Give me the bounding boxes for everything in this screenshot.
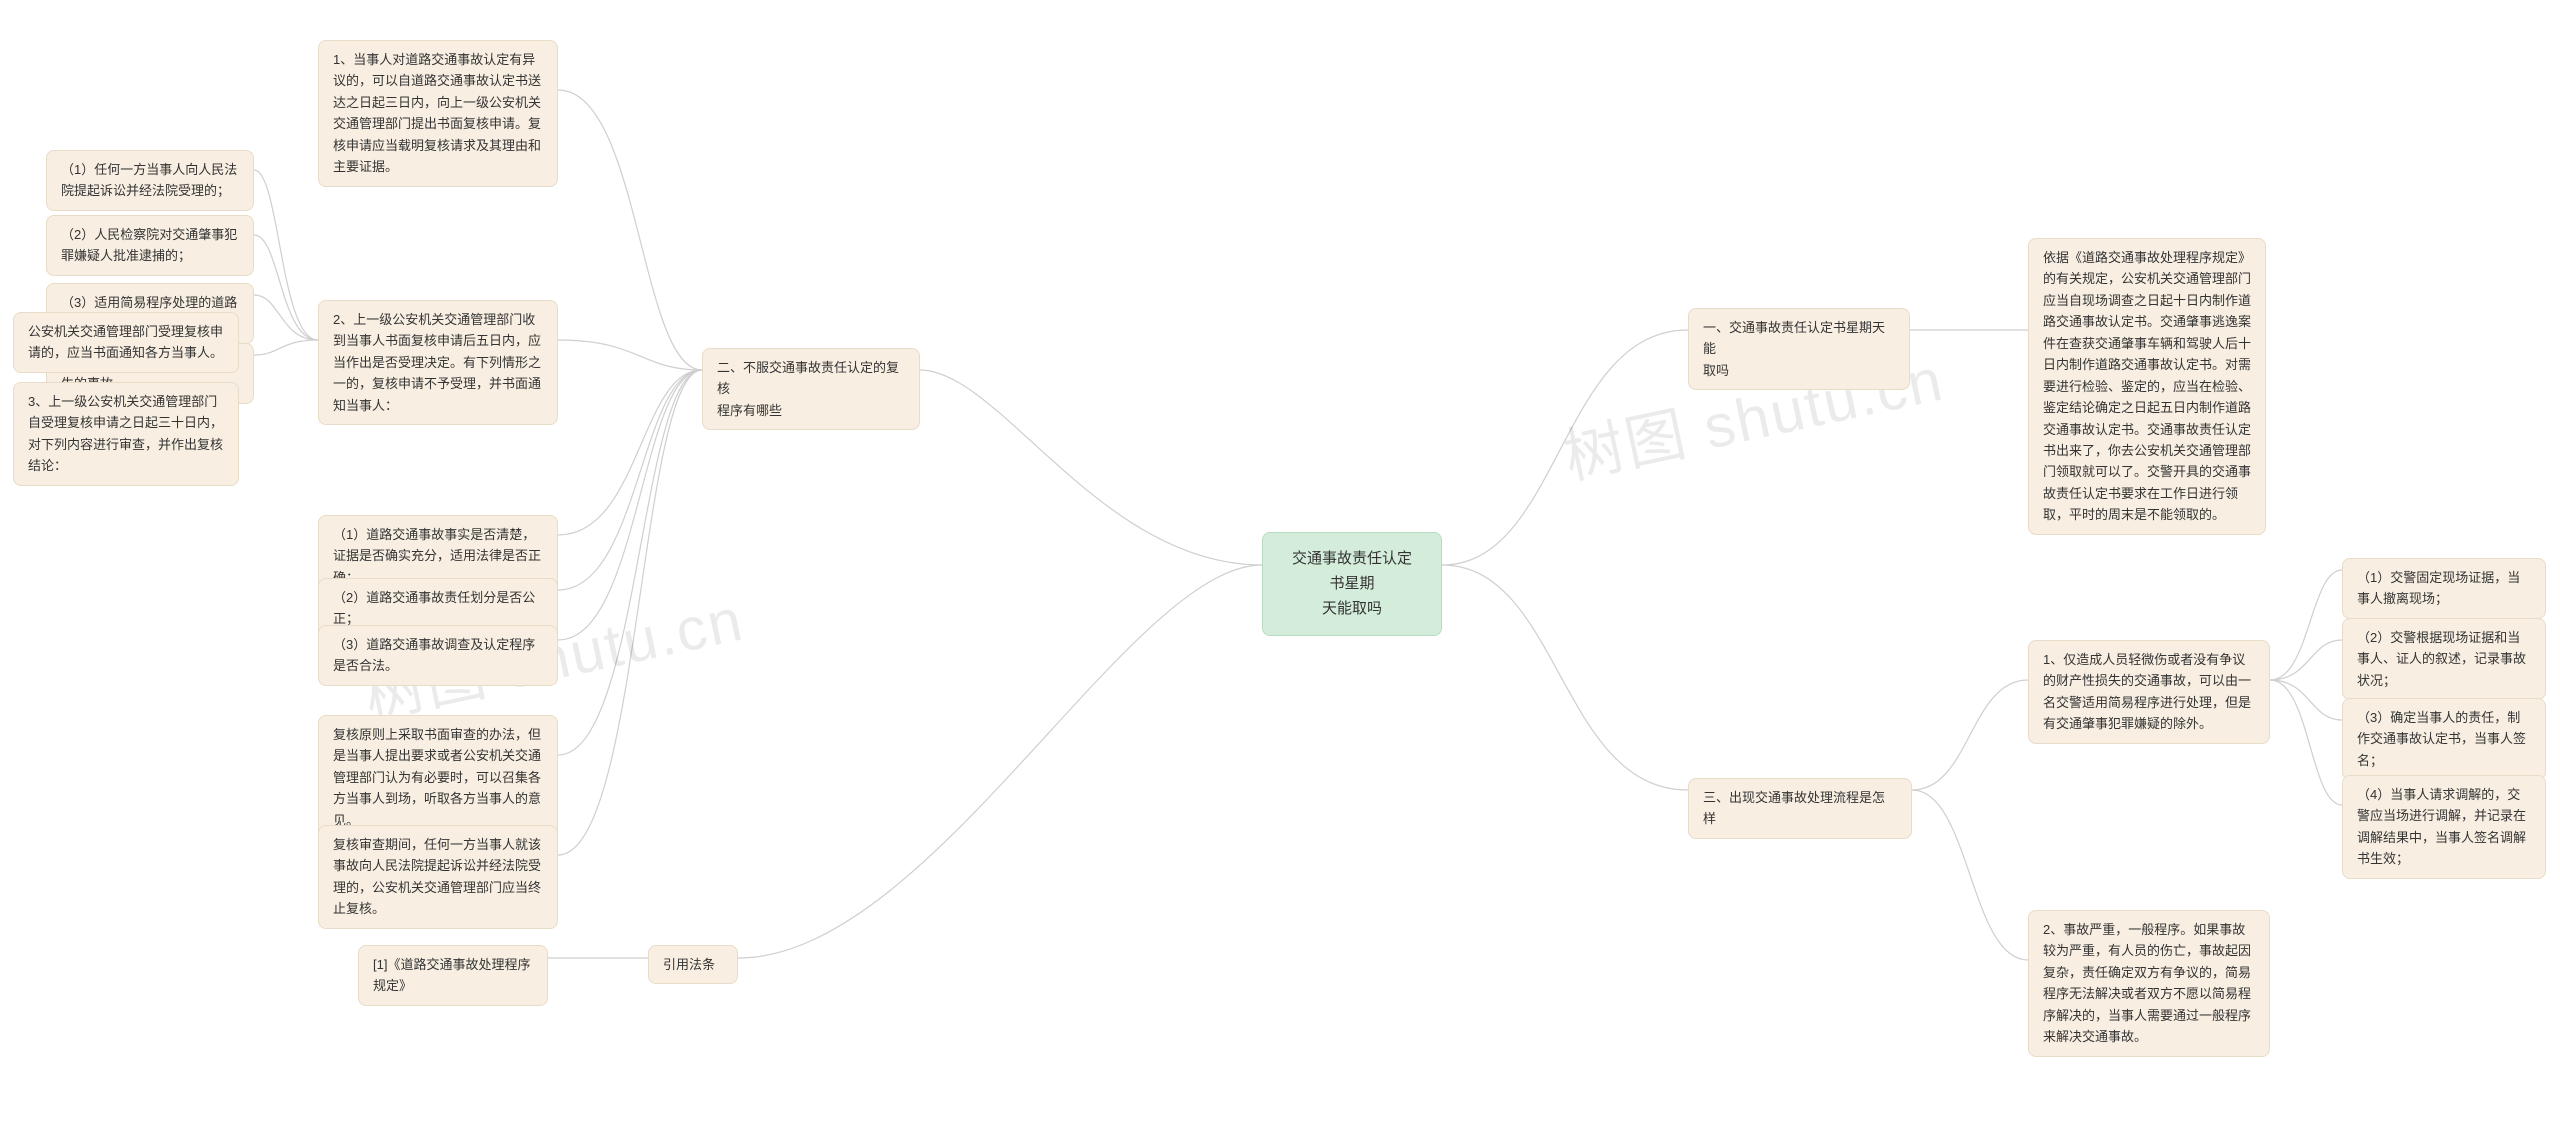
branch-1-label: 一、交通事故责任认定书星期天能 取吗 xyxy=(1688,308,1910,390)
branch-2-item-5: 复核审查期间，任何一方当事人就该事故向人民法院提起诉讼并经法院受理的，公安机关交… xyxy=(318,825,558,929)
branch-2-item-2-extra-2: 3、上一级公安机关交通管理部门自受理复核申请之日起三十日内，对下列内容进行审查，… xyxy=(13,382,239,486)
branch-3-item-1: 1、仅造成人员轻微伤或者没有争议的财产性损失的交通事故，可以由一名交警适用简易程… xyxy=(2028,640,2270,744)
branch-1-detail: 依据《道路交通事故处理程序规定》的有关规定，公安机关交通管理部门应当自现场调查之… xyxy=(2028,238,2266,535)
branch-2-item-3-child-3: （3）道路交通事故调查及认定程序是否合法。 xyxy=(318,625,558,686)
branch-3-item-1-child-4: （4）当事人请求调解的，交警应当场进行调解，并记录在调解结果中，当事人签名调解书… xyxy=(2342,775,2546,879)
branch-3-item-2: 2、事故严重，一般程序。如果事故较为严重，有人员的伤亡，事故起因复杂，责任确定双… xyxy=(2028,910,2270,1057)
branch-2-item-2-child-2: （2）人民检察院对交通肇事犯罪嫌疑人批准逮捕的； xyxy=(46,215,254,276)
branch-2-item-2-child-1: （1）任何一方当事人向人民法院提起诉讼并经法院受理的； xyxy=(46,150,254,211)
branch-3-label: 三、出现交通事故处理流程是怎样 xyxy=(1688,778,1912,839)
branch-2-item-1: 1、当事人对道路交通事故认定有异议的，可以自道路交通事故认定书送达之日起三日内，… xyxy=(318,40,558,187)
branch-3-item-1-child-3: （3）确定当事人的责任，制作交通事故认定书，当事人签名； xyxy=(2342,698,2546,780)
branch-2-item-4: 复核原则上采取书面审查的办法，但是当事人提出要求或者公安机关交通管理部门认为有必… xyxy=(318,715,558,840)
root-node: 交通事故责任认定书星期 天能取吗 xyxy=(1262,532,1442,636)
branch-2-item-2: 2、上一级公安机关交通管理部门收到当事人书面复核申请后五日内，应当作出是否受理决… xyxy=(318,300,558,425)
branch-3-item-1-child-1: （1）交警固定现场证据，当事人撤离现场； xyxy=(2342,558,2546,619)
branch-4-item-1: [1]《道路交通事故处理程序规定》 xyxy=(358,945,548,1006)
branch-3-item-1-child-2: （2）交警根据现场证据和当事人、证人的叙述，记录事故状况； xyxy=(2342,618,2546,700)
branch-2-item-2-extra-1: 公安机关交通管理部门受理复核申请的，应当书面通知各方当事人。 xyxy=(13,312,239,373)
branch-2-label: 二、不服交通事故责任认定的复核 程序有哪些 xyxy=(702,348,920,430)
branch-4-label: 引用法条 xyxy=(648,945,738,984)
